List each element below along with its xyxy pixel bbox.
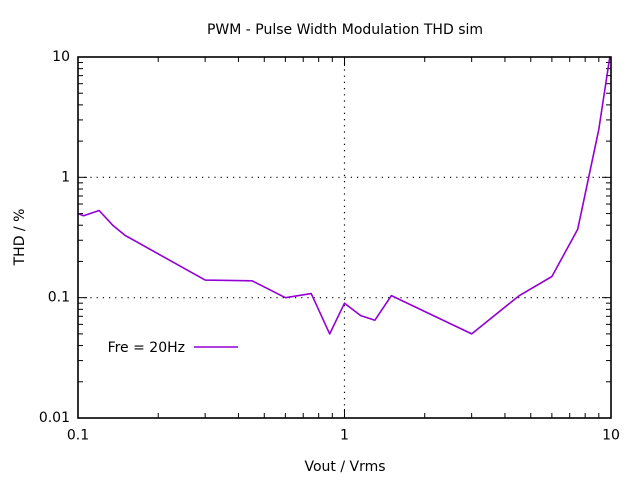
- legend-label: Fre = 20Hz: [108, 340, 185, 356]
- x-axis-label: Vout / Vrms: [304, 459, 385, 475]
- y-tick-label: 1: [61, 169, 70, 185]
- series-layer: [77, 56, 611, 335]
- chart-title: PWM - Pulse Width Modulation THD sim: [207, 22, 483, 38]
- tick-labels: 0.01 0.1 1 10 0.1 1 10: [39, 49, 620, 444]
- plot-frame: [77, 56, 612, 419]
- x-tick-label: 0.1: [67, 428, 89, 444]
- x-tick-label: 10: [602, 428, 620, 444]
- y-tick-label: 0.1: [48, 290, 70, 306]
- x-tick-label: 1: [340, 428, 349, 444]
- y-axis-label: THD / %: [12, 209, 28, 267]
- y-tick-label: 0.01: [39, 410, 70, 426]
- y-tick-label: 10: [52, 49, 70, 65]
- legend: Fre = 20Hz: [108, 340, 238, 356]
- grid: [78, 57, 611, 418]
- series-line-0: [77, 56, 611, 335]
